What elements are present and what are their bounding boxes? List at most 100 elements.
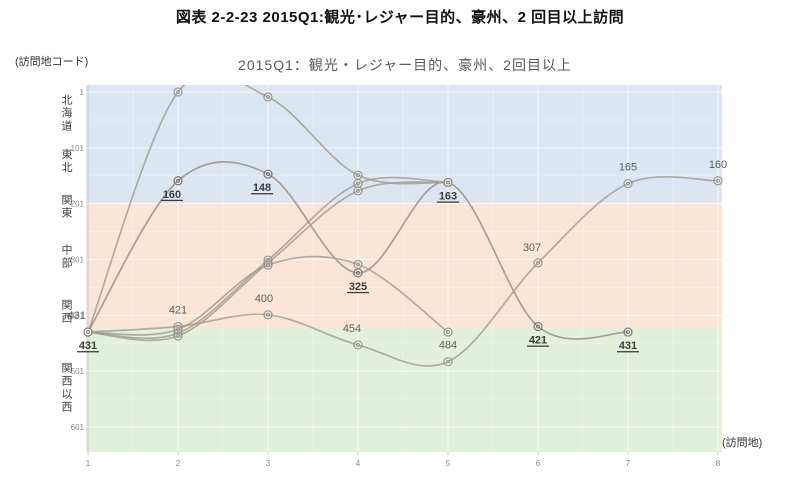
data-point-marker-core: [176, 90, 180, 94]
region-label-char: 西: [62, 312, 73, 324]
y-tick-label: 401: [71, 311, 85, 320]
region-label-char: 西: [62, 401, 73, 413]
data-point-marker: [353, 340, 363, 350]
data-point-marker-core: [356, 342, 360, 347]
region-label-char: 北: [62, 161, 73, 174]
page-title: 図表 2-2-23 2015Q1:観光･レジャー目的、豪州、2 回目以上訪問: [175, 9, 625, 26]
data-point-marker-core: [86, 330, 90, 335]
x-tick-label: 2: [176, 459, 181, 468]
data-point-label: 307: [523, 242, 541, 254]
data-point-marker: [353, 259, 363, 270]
data-point-marker: [713, 176, 723, 186]
data-point-marker-core: [176, 178, 180, 183]
data-point-label: 160: [163, 189, 181, 201]
data-point-label: 160: [709, 159, 727, 171]
data-point-label-underline: [347, 291, 369, 294]
y-tick-label: 601: [71, 423, 85, 432]
x-tick-label: 7: [626, 459, 631, 468]
y-tick-label: 301: [71, 256, 85, 265]
data-point-marker: [353, 186, 363, 196]
data-point-label: 431: [68, 310, 86, 322]
data-point-marker-core: [626, 330, 630, 335]
data-point-marker: [353, 170, 363, 180]
data-point-marker: [263, 169, 273, 179]
data-point-marker: [173, 87, 183, 97]
data-point-marker-core: [536, 260, 540, 265]
data-point-marker-core: [176, 333, 180, 338]
data-point-marker-core: [266, 263, 270, 268]
series-lines: [87, 85, 719, 367]
x-axis-unit-label: (訪問地): [722, 437, 763, 449]
series-path-route-5: [87, 181, 449, 342]
data-point-marker-core: [446, 359, 450, 364]
y-tick-label: 101: [71, 144, 85, 153]
data-point-label-underline: [617, 351, 639, 353]
data-point-marker-core: [716, 178, 720, 183]
data-point-label-underline: [437, 201, 459, 203]
data-point-marker: [173, 176, 183, 186]
data-point-marker: [263, 260, 273, 270]
region-label-char: 西: [62, 375, 73, 387]
data-point-marker-core: [176, 327, 180, 332]
region-label-char: 中: [62, 244, 73, 257]
data-point-marker-core: [536, 324, 540, 329]
region-label-char: 関: [62, 298, 73, 311]
data-point-label: 421: [529, 335, 547, 347]
series-path-route-6: [87, 255, 449, 336]
data-point-marker: [353, 178, 363, 189]
data-point-marker: [353, 268, 363, 278]
data-point-marker: [443, 357, 453, 367]
data-point-marker-core: [446, 330, 450, 335]
data-point-marker-core: [446, 180, 450, 185]
data-point-label: 163: [439, 190, 457, 202]
data-point-marker-core: [266, 312, 270, 317]
region-label-char: 関: [62, 193, 73, 206]
data-point-marker: [263, 310, 273, 320]
data-point-label-underline: [251, 193, 273, 195]
region-label-char: 海: [62, 106, 73, 120]
data-point-marker: [623, 178, 633, 189]
y-axis-unit-label: (訪問地コード): [15, 56, 89, 68]
data-point-label: 325: [349, 281, 367, 293]
data-point-marker: [263, 92, 273, 102]
data-point-marker-core: [266, 172, 270, 177]
data-point-label-underline: [527, 345, 549, 347]
x-tick-label: 4: [356, 459, 361, 468]
data-point-label: 484: [439, 340, 457, 352]
data-point-marker-core: [356, 181, 360, 186]
x-tick-label: 3: [266, 459, 271, 468]
data-point-label: 165: [619, 162, 637, 174]
data-point-marker-core: [356, 262, 360, 267]
x-tick-label: 8: [716, 459, 721, 468]
data-point-marker-core: [356, 173, 360, 178]
data-point-marker: [173, 331, 183, 341]
region-label-char: 部: [62, 256, 73, 270]
data-point-label: 148: [253, 182, 271, 194]
data-point-marker: [623, 327, 633, 337]
x-tick-label: 5: [446, 459, 451, 468]
series-path-route-4: [87, 176, 449, 340]
data-point-label: 454: [343, 323, 361, 335]
region-label-char: 北: [62, 94, 73, 107]
data-point-label: 431: [619, 340, 637, 352]
data-point-marker: [533, 321, 543, 332]
data-point-label: 400: [255, 293, 273, 305]
region-label-char: 東: [62, 206, 73, 219]
data-point-marker: [443, 177, 453, 188]
data-point-label: 431: [79, 340, 97, 352]
y-tick-label: 501: [71, 367, 85, 376]
data-point-marker-core: [356, 270, 360, 275]
data-point-label: 421: [169, 305, 187, 317]
region-label-char: 以: [62, 388, 73, 400]
data-point-marker: [533, 258, 543, 268]
series-path-route-1: [87, 161, 629, 340]
x-tick-label: 6: [536, 459, 541, 468]
y-tick-label: 201: [71, 200, 85, 209]
region-label-char: 道: [62, 119, 73, 133]
data-point-marker-core: [356, 188, 360, 193]
data-point-label-underline: [161, 199, 183, 202]
data-point-marker-core: [626, 181, 630, 186]
data-point-label-underline: [77, 351, 99, 353]
